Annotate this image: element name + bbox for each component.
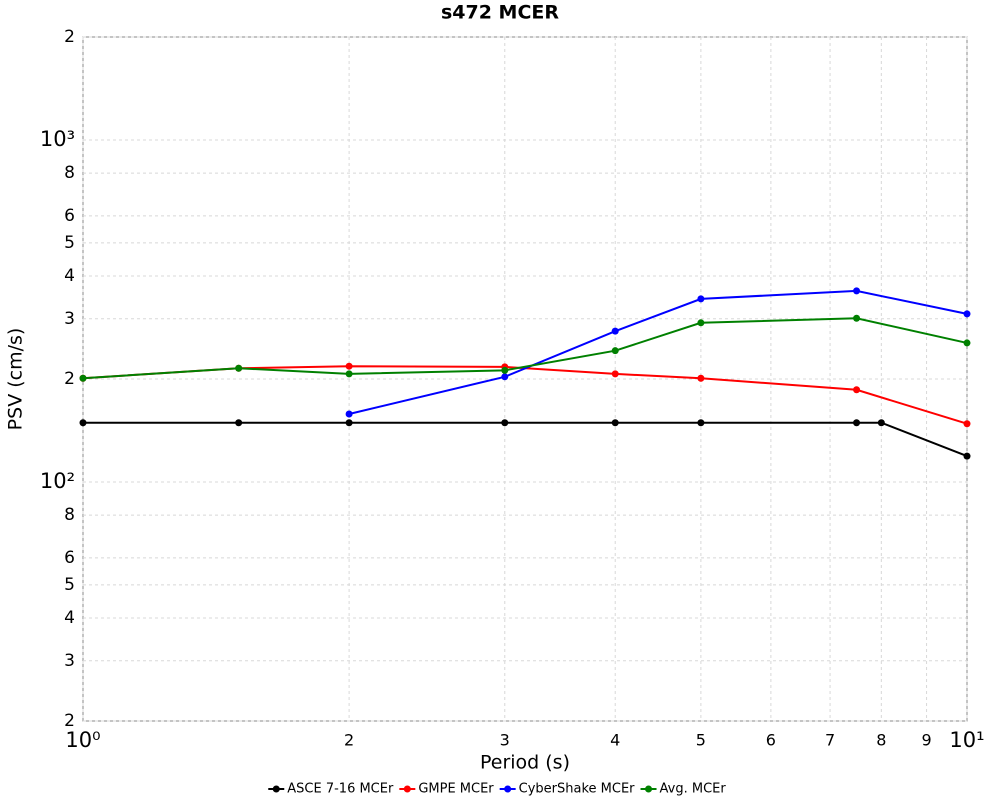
y-tick-label: 2	[64, 369, 75, 389]
legend-label: Avg. MCEr	[660, 782, 727, 797]
data-point	[611, 419, 619, 427]
x-tick-label: 7	[825, 731, 835, 750]
data-point	[345, 362, 353, 370]
data-point	[235, 419, 243, 427]
series-line	[348, 289, 968, 415]
y-tick-label: 2	[64, 711, 75, 731]
x-axis-label: Period (s)	[480, 752, 570, 774]
chart-title: s472 MCER	[441, 2, 559, 24]
legend-marker	[645, 785, 653, 793]
series-line	[82, 365, 968, 425]
data-point	[963, 310, 971, 318]
data-point	[345, 410, 353, 418]
data-point	[345, 419, 353, 427]
data-point	[963, 339, 971, 347]
series-line	[82, 317, 968, 380]
legend-marker	[272, 785, 280, 793]
x-tick-label: 4	[610, 731, 620, 750]
y-tick-label: 5	[64, 575, 75, 595]
data-point	[877, 419, 885, 427]
legend-item: GMPE MCEr	[399, 782, 494, 797]
x-tick-label: 9	[921, 731, 931, 750]
data-point	[853, 287, 861, 295]
data-point	[963, 452, 971, 460]
y-tick-label: 4	[64, 266, 75, 286]
data-point	[697, 419, 705, 427]
legend-marker	[504, 785, 512, 793]
data-point	[853, 314, 861, 322]
y-tick-label: 6	[64, 206, 75, 226]
data-point	[501, 373, 509, 381]
data-point	[697, 319, 705, 327]
data-point	[345, 370, 353, 378]
data-point	[611, 347, 619, 355]
x-tick-label: 10⁰	[65, 728, 100, 752]
x-tick-label: 3	[500, 731, 510, 750]
legend-label: ASCE 7-16 MCEr	[287, 782, 394, 797]
data-point	[853, 386, 861, 394]
y-tick-label: 10²	[40, 469, 75, 493]
data-point	[235, 364, 243, 372]
y-tick-label: 8	[64, 505, 75, 525]
x-tick-label: 10¹	[949, 728, 984, 752]
data-point	[611, 370, 619, 378]
data-point	[963, 420, 971, 428]
data-point	[853, 419, 861, 427]
legend-marker	[403, 785, 411, 793]
data-point	[79, 419, 87, 427]
y-tick-label: 5	[64, 233, 75, 253]
y-tick-label: 4	[64, 608, 75, 628]
x-tick-label: 5	[696, 731, 706, 750]
y-axis-label: PSV (cm/s)	[5, 328, 27, 431]
legend: ASCE 7-16 MCEr GMPE MCEr CyberShake MCEr Av…	[268, 782, 726, 797]
legend-item: ASCE 7-16 MCEr	[268, 782, 394, 797]
data-point	[697, 295, 705, 303]
data-point	[611, 327, 619, 335]
legend-label: GMPE MCEr	[418, 782, 494, 797]
y-tick-label: 8	[64, 163, 75, 183]
series-line	[83, 421, 968, 458]
x-tick-label: 6	[766, 731, 776, 750]
data-point	[501, 366, 509, 374]
x-tick-label: 8	[876, 731, 886, 750]
data-point	[697, 374, 705, 382]
y-tick-label: 2	[64, 27, 75, 47]
data-point	[79, 374, 87, 382]
legend-item: Avg. MCEr	[640, 782, 727, 797]
x-tick-label: 2	[344, 731, 354, 750]
legend-label: CyberShake MCEr	[519, 782, 636, 797]
y-tick-label: 10³	[40, 127, 75, 151]
legend-item: CyberShake MCEr	[499, 782, 636, 797]
y-tick-label: 3	[64, 651, 75, 671]
y-tick-label: 6	[64, 548, 75, 568]
data-point	[501, 419, 509, 427]
y-tick-label: 3	[64, 309, 75, 329]
